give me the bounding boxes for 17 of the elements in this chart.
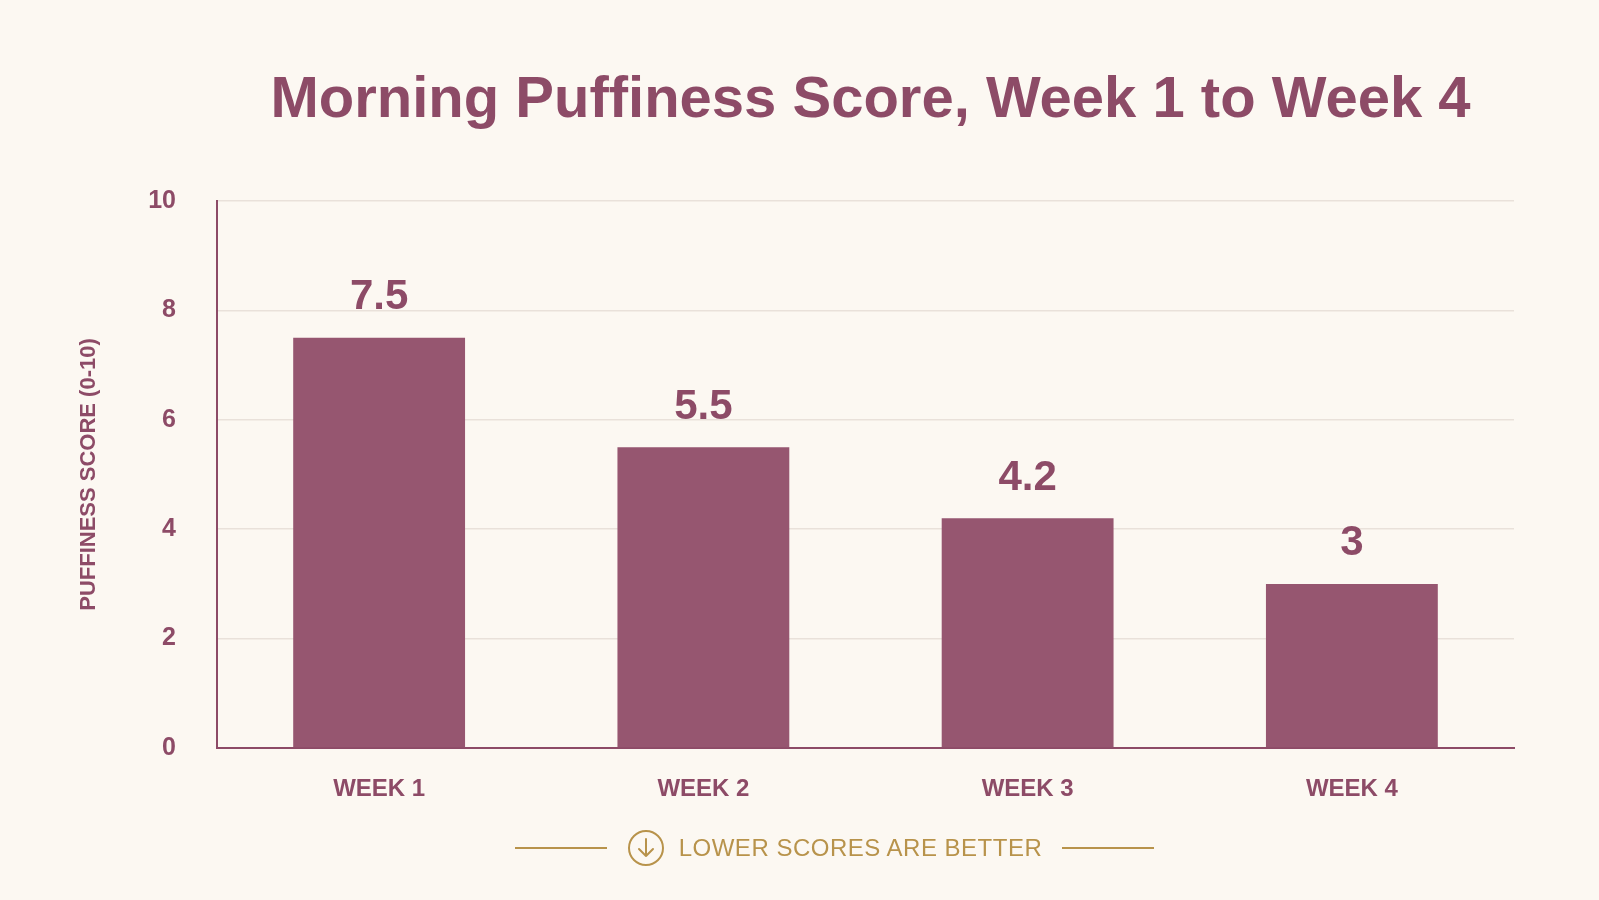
- data-label: 3: [1340, 517, 1364, 565]
- y-tick-label: 0: [162, 731, 176, 760]
- y-tick-label: 6: [162, 403, 176, 432]
- y-tick-label: 8: [162, 294, 177, 323]
- x-tick-label: WEEK 2: [657, 774, 750, 802]
- y-tick-label: 4: [162, 513, 177, 542]
- x-tick-label: WEEK 1: [333, 774, 426, 802]
- text: LOWER SCORES ARE BETTER: [678, 834, 1043, 862]
- chart-title: Morning Puffiness Score, Week 1 to Week 4: [270, 64, 1471, 129]
- y-tick-label: 2: [162, 622, 176, 651]
- x-tick-label: WEEK 4: [1305, 774, 1399, 802]
- y-axis-title: PUFFINESS SCORE (0-10): [75, 338, 101, 611]
- data-label: 4.2: [998, 451, 1057, 499]
- y-tick-label: 10: [148, 184, 176, 213]
- x-tick-label: WEEK 3: [981, 774, 1074, 802]
- data-label: 7.5: [349, 271, 409, 319]
- data-label: 5.5: [674, 380, 733, 428]
